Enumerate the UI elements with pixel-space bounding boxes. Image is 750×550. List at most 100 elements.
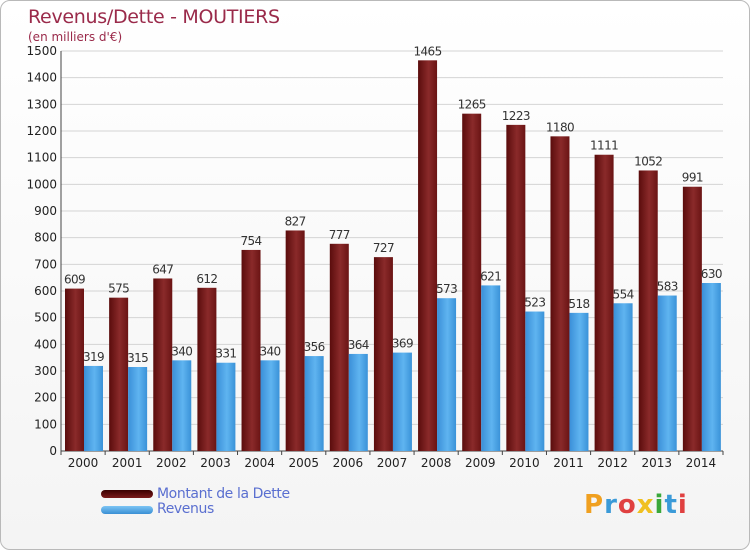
debt-value-label: 754 [240, 234, 261, 248]
debt-bar [418, 60, 438, 451]
debt-bar [550, 136, 570, 452]
debt-bar [594, 154, 614, 451]
revenue-bar [657, 295, 677, 451]
debt-value-label: 727 [373, 241, 394, 255]
x-tick-label: 2000 [68, 456, 99, 470]
debt-bar [197, 287, 217, 451]
logo-letter: i [654, 490, 665, 520]
y-tick-label: 1400 [26, 71, 57, 85]
legend-label-revenue: Revenus [157, 501, 214, 517]
y-tick-label: 1500 [26, 44, 57, 58]
y-tick-label: 1300 [26, 97, 57, 111]
debt-bar [329, 243, 349, 451]
debt-value-label: 1223 [502, 109, 530, 123]
x-tick-label: 2014 [686, 456, 717, 470]
x-tick-label: 2006 [333, 456, 364, 470]
x-tick-label: 2003 [200, 456, 231, 470]
logo-letter: P [584, 490, 605, 520]
revenue-bar [392, 352, 412, 451]
revenue-bar [613, 303, 633, 451]
revenue-bar [437, 298, 457, 451]
x-tick-label: 2001 [112, 456, 143, 470]
y-tick-label: 900 [34, 204, 57, 218]
debt-bar [506, 124, 526, 451]
debt-bar [109, 297, 129, 451]
x-tick-label: 2002 [156, 456, 187, 470]
y-tick-label: 800 [34, 231, 57, 245]
revenue-value-label: 554 [613, 287, 634, 301]
debt-bar [682, 186, 702, 451]
x-tick-label: 2004 [244, 456, 275, 470]
revenue-value-label: 369 [392, 337, 413, 351]
y-tick-label: 700 [34, 257, 57, 271]
debt-bar [153, 278, 173, 451]
revenue-bar [481, 285, 501, 451]
revenue-bar [172, 360, 192, 451]
revenue-value-label: 319 [83, 350, 104, 364]
proxiti-logo: Proxiti [584, 490, 688, 520]
legend-swatch-debt [101, 490, 153, 498]
debt-bar [373, 257, 393, 451]
logo-letter: t [664, 490, 678, 520]
x-tick-label: 2011 [553, 456, 584, 470]
x-tick-label: 2012 [597, 456, 628, 470]
debt-value-label: 1265 [458, 98, 486, 112]
debt-value-label: 647 [152, 262, 173, 276]
y-tick-label: 1000 [26, 177, 57, 191]
debt-bar [285, 230, 305, 451]
debt-value-label: 609 [64, 273, 85, 287]
debt-value-label: 612 [196, 272, 217, 286]
logo-letter: o [617, 490, 637, 520]
revenue-value-label: 630 [701, 267, 722, 281]
debt-value-label: 1052 [634, 154, 662, 168]
revenue-value-label: 315 [127, 351, 148, 365]
debt-value-label: 827 [285, 214, 306, 228]
revenue-value-label: 523 [524, 296, 545, 310]
y-tick-label: 0 [49, 444, 57, 458]
chart-title: Revenus/Dette - MOUTIERS [28, 6, 280, 28]
x-tick-label: 2005 [288, 456, 319, 470]
revenue-bar [84, 365, 103, 451]
y-tick-label: 600 [34, 284, 57, 298]
revenue-bar [701, 283, 721, 451]
revenue-bar [304, 356, 324, 451]
debt-value-label: 1465 [413, 44, 441, 58]
logo-letter: i [677, 490, 688, 520]
x-tick-label: 2008 [421, 456, 452, 470]
debt-bar [638, 170, 658, 451]
revenue-bar [569, 312, 589, 451]
revenue-value-label: 356 [304, 340, 325, 354]
revenue-value-label: 583 [657, 280, 678, 294]
revenue-bar [128, 367, 148, 451]
logo-letter: r [604, 490, 618, 520]
y-tick-label: 100 [34, 417, 57, 431]
y-tick-label: 400 [34, 337, 57, 351]
y-tick-label: 1100 [26, 151, 57, 165]
legend-label-debt: Montant de la Dette [157, 486, 290, 502]
x-tick-label: 2007 [377, 456, 408, 470]
chart-subtitle: (en milliers d'€) [28, 30, 123, 44]
debt-bar [65, 288, 84, 451]
debt-value-label: 1180 [546, 120, 574, 134]
x-tick-label: 2009 [465, 456, 496, 470]
y-tick-label: 500 [34, 311, 57, 325]
y-tick-label: 200 [34, 391, 57, 405]
debt-value-label: 777 [329, 228, 350, 242]
revenue-value-label: 340 [171, 344, 192, 358]
y-tick-label: 300 [34, 364, 57, 378]
debt-value-label: 1111 [590, 139, 618, 153]
debt-bar [241, 249, 261, 451]
x-tick-label: 2013 [642, 456, 673, 470]
logo-letter: x [636, 490, 655, 520]
y-tick-label: 1200 [26, 124, 57, 138]
revenue-value-label: 518 [568, 297, 589, 311]
debt-bar [462, 113, 482, 452]
revenue-value-label: 364 [348, 338, 369, 352]
revenue-value-label: 621 [480, 269, 501, 283]
debt-value-label: 991 [682, 171, 703, 185]
revenue-bar [260, 360, 280, 451]
revenue-value-label: 331 [215, 347, 236, 361]
debt-value-label: 575 [108, 282, 129, 296]
revenue-bar [525, 311, 545, 451]
